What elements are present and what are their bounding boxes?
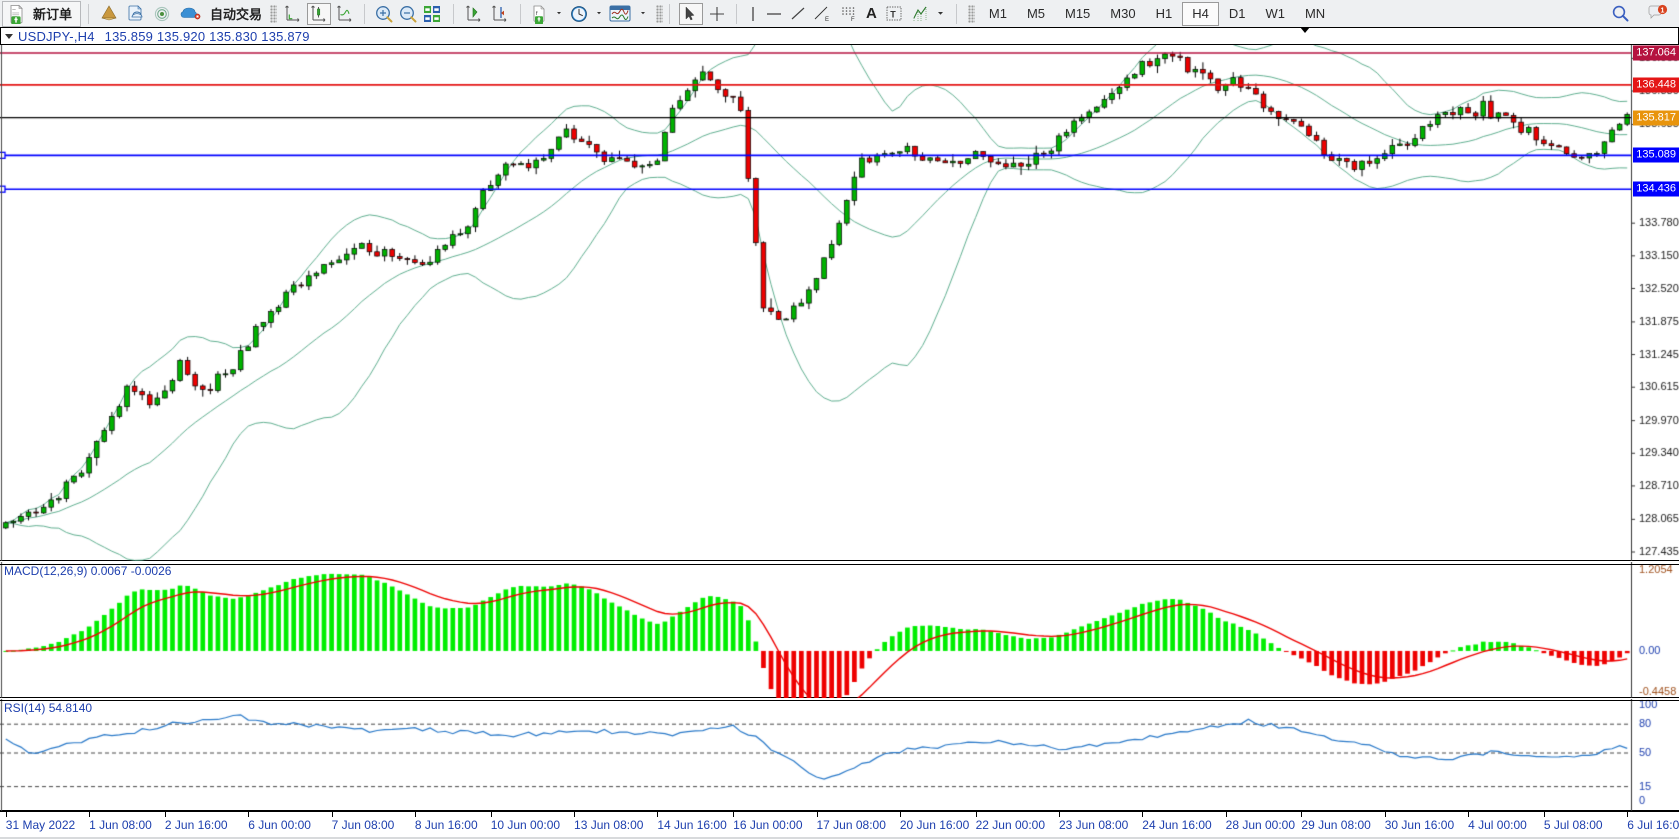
svg-text:F: F xyxy=(851,17,855,23)
svg-text:T: T xyxy=(890,9,896,19)
svg-text:1: 1 xyxy=(1661,7,1665,14)
svg-text:E: E xyxy=(825,17,829,23)
